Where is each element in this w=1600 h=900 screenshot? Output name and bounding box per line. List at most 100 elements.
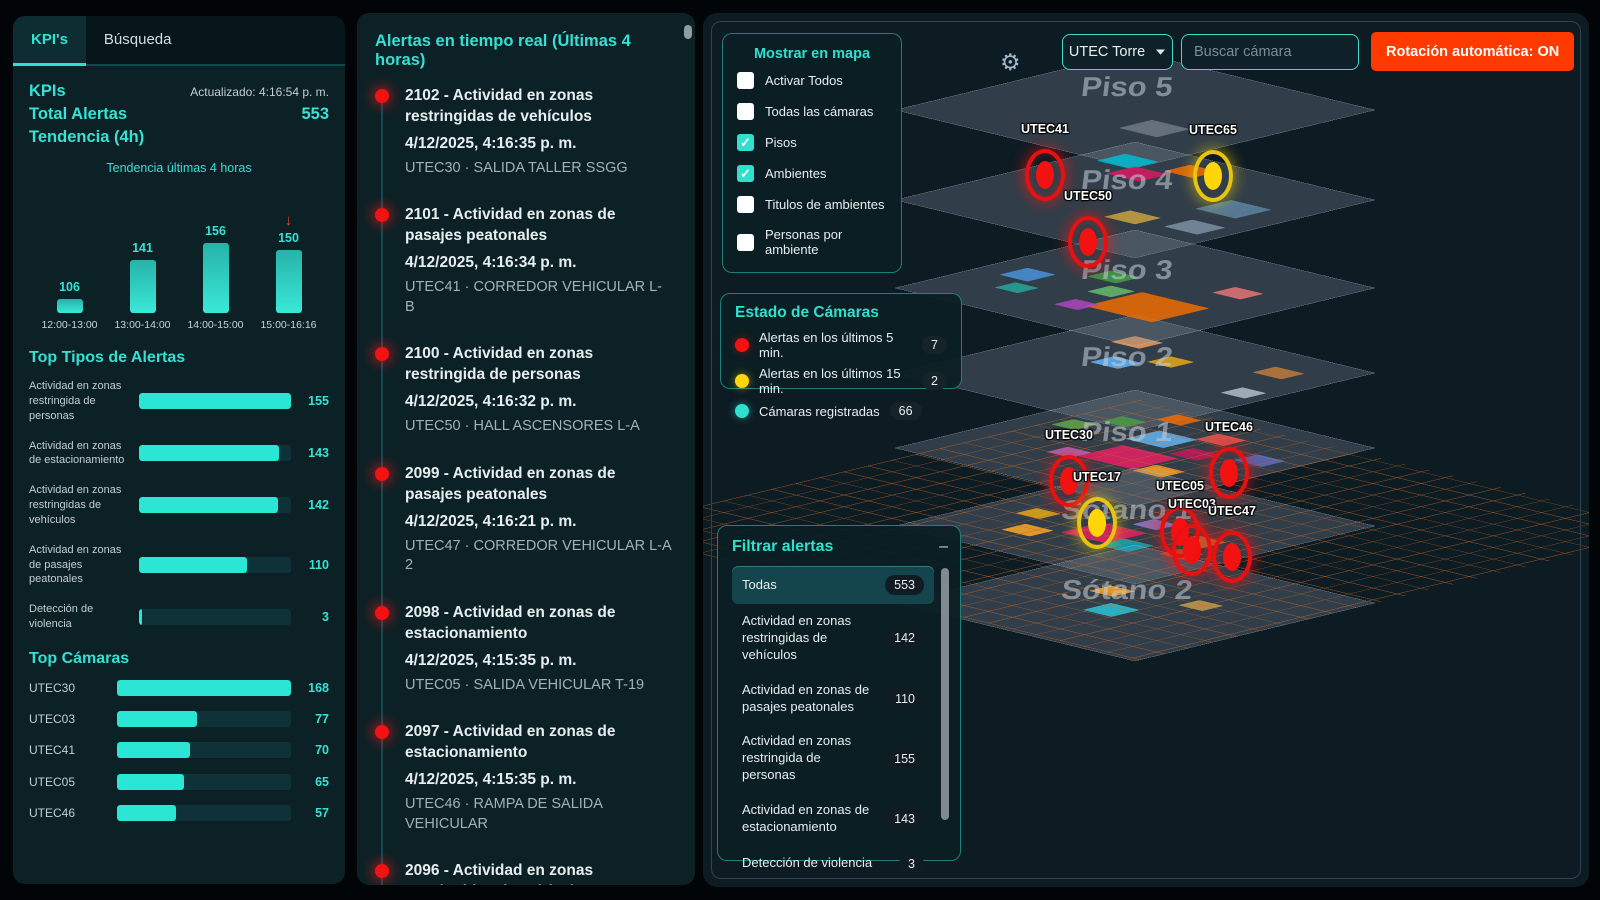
camera-marker-utec50[interactable] — [1068, 216, 1108, 268]
trend-bar-group: 106 — [56, 280, 83, 313]
hbar-label: UTEC41 — [29, 743, 76, 758]
alert-list-item[interactable]: 2097 - Actividad en zonas de estacionami… — [357, 722, 695, 834]
alert-title: 2096 - Actividad en zonas restringidas d… — [405, 862, 594, 885]
camera-marker-core — [1220, 459, 1238, 487]
alert-timestamp: 4/12/2025, 4:16:21 p. m. — [405, 512, 577, 530]
filter-option-row[interactable]: Actividad en zonas restringida de person… — [732, 724, 934, 793]
hbar-fill — [139, 497, 279, 514]
camera-marker-utec46[interactable] — [1209, 447, 1249, 499]
camera-marker-utec30[interactable] — [1049, 455, 1089, 507]
map-layer-toggle[interactable]: Todas las cámaras — [737, 103, 887, 120]
alert-list-item[interactable]: 2099 - Actividad en zonas de pasajes pea… — [357, 464, 695, 576]
trend-bar-category: 12:00-13:00 — [41, 319, 98, 331]
camera-marker-label: UTEC65 — [1189, 123, 1237, 137]
camera-search-input[interactable] — [1181, 34, 1359, 70]
map-layer-toggle[interactable]: ✓ Pisos — [737, 134, 887, 151]
hbar-fill — [139, 557, 247, 574]
alert-list-item[interactable]: 2100 - Actividad en zonas restringida de… — [357, 344, 695, 436]
alert-list-item[interactable]: 2096 - Actividad en zonas restringidas d… — [357, 861, 695, 885]
hbar-label: UTEC03 — [29, 712, 76, 727]
camera-marker-label: UTEC46 — [1205, 420, 1253, 434]
hbar-track — [117, 680, 291, 697]
hbar-fill — [117, 804, 177, 821]
tab-bsqueda[interactable]: Búsqueda — [103, 31, 172, 48]
hbar-row: Actividad en zonas restringida de person… — [29, 379, 329, 424]
hbar-value: 143 — [308, 446, 329, 461]
alert-camera-location: UTEC30 · SALIDA TALLER SSGG — [405, 159, 628, 176]
filter-option-row[interactable]: Actividad en zonas de estacionamiento 143 — [732, 793, 934, 845]
ambient-zone — [1084, 292, 1210, 323]
hbar-track — [139, 609, 291, 626]
tab-kpis[interactable]: KPI's — [13, 16, 86, 66]
filter-option-row[interactable]: Detección de violencia 3 — [732, 845, 934, 883]
alert-red-dot-icon — [375, 864, 389, 879]
settings-gear-icon[interactable]: ⚙ — [1000, 49, 1021, 75]
ambient-zone — [1053, 298, 1100, 310]
checkbox-icon[interactable] — [737, 103, 754, 120]
alert-timestamp: 4/12/2025, 4:15:35 p. m. — [405, 771, 577, 788]
checkbox-icon[interactable] — [737, 196, 754, 213]
alert-red-dot-icon — [375, 89, 389, 103]
kpi-panel: KPI's Búsqueda KPIs Actualizado: 4:16:54 … — [13, 16, 345, 884]
show-on-map-card: Mostrar en mapa Activar Todos Todas las c… — [722, 33, 902, 273]
status-count-badge: 7 — [922, 336, 947, 354]
camera-marker-utec65[interactable] — [1193, 150, 1233, 202]
filter-option-label: Actividad en zonas de estacionamiento — [742, 802, 870, 835]
filter-option-row[interactable]: Actividad en zonas de pasajes peatonales… — [732, 673, 934, 725]
camera-status-row: Alertas en los últimos 15 min. 2 — [735, 366, 947, 396]
top-cameras-heading: Top Cámaras — [29, 649, 130, 667]
filter-scrollbar[interactable] — [941, 568, 949, 820]
checkbox-icon[interactable] — [737, 233, 754, 251]
map-layer-toggle[interactable]: Personas por ambiente — [737, 227, 887, 257]
top-cameras-chart: UTEC30 168 UTEC03 77 UTEC41 70 UTEC05 65 UTEC46 5… — [29, 680, 329, 821]
hbar-track — [139, 445, 291, 462]
alerts-timeline — [381, 92, 383, 885]
hbar-track — [139, 497, 291, 514]
camera-status-card: Estado de Cámaras Alertas en los últimos… — [720, 293, 962, 420]
camera-marker-label: UTEC30 — [1045, 428, 1093, 442]
alert-list-item[interactable]: 2098 - Actividad en zonas de estacionami… — [357, 603, 695, 695]
building-select[interactable]: UTEC Torre ▼ — [1062, 34, 1173, 70]
total-alerts-label: Total Alertas — [29, 105, 128, 123]
map-layer-toggle[interactable]: Activar Todos — [737, 72, 887, 89]
trend-bar-category: 13:00-14:00 — [114, 319, 171, 331]
auto-rotation-toggle-button[interactable]: Rotación automática: ON — [1371, 32, 1575, 71]
trend-bar-value: 141 — [132, 241, 153, 255]
camera-marker-utec17[interactable] — [1077, 497, 1117, 549]
alert-list-item[interactable]: 2101 - Actividad en zonas de pasajes pea… — [357, 205, 695, 317]
alert-title: 2100 - Actividad en zonas restringida de… — [405, 345, 594, 384]
hbar-row: UTEC41 70 — [29, 742, 329, 759]
hbar-fill — [117, 742, 190, 759]
alerts-scrollbar[interactable] — [684, 25, 692, 39]
filter-option-count-badge: 3 — [899, 853, 924, 874]
hbar-fill — [139, 393, 291, 410]
checkbox-checked-icon[interactable]: ✓ — [737, 165, 754, 182]
trend-bar — [129, 260, 156, 313]
trend-bar-group: 141 — [129, 241, 156, 313]
collapse-button[interactable]: – — [939, 538, 948, 555]
camera-marker-utec03[interactable] — [1172, 524, 1212, 576]
hbar-label: UTEC46 — [29, 805, 76, 820]
camera-marker-core — [1079, 228, 1097, 256]
hbar-row: UTEC05 65 — [29, 773, 329, 790]
floor-plane-piso-3 — [894, 229, 1376, 347]
filter-option-count-badge: 155 — [885, 748, 924, 769]
filter-option-row[interactable]: Actividad en zonas restringidas de vehíc… — [732, 604, 934, 673]
map-layer-label: Titulos de ambientes — [765, 197, 885, 212]
hbar-fill — [139, 445, 280, 462]
building-select-value: UTEC Torre — [1068, 44, 1146, 60]
camera-marker-utec47[interactable] — [1212, 531, 1252, 583]
checkbox-checked-icon[interactable]: ✓ — [737, 134, 754, 151]
trend-bar — [202, 243, 229, 313]
status-label: Cámaras registradas — [759, 403, 880, 419]
map-layer-toggle[interactable]: ✓ Ambientes — [737, 165, 887, 182]
trend-bar-value: 106 — [59, 280, 80, 294]
hbar-label: Actividad en zonas restringida de person… — [29, 380, 122, 422]
map-layer-toggle[interactable]: Titulos de ambientes — [737, 196, 887, 213]
alert-red-dot-icon — [375, 347, 389, 362]
alert-list-item[interactable]: 2102 - Actividad en zonas restringidas d… — [357, 86, 695, 178]
filter-option-row[interactable]: Todas 553 — [732, 566, 934, 604]
checkbox-icon[interactable] — [737, 72, 754, 89]
hbar-fill — [139, 609, 142, 626]
camera-marker-utec41[interactable] — [1025, 149, 1065, 201]
